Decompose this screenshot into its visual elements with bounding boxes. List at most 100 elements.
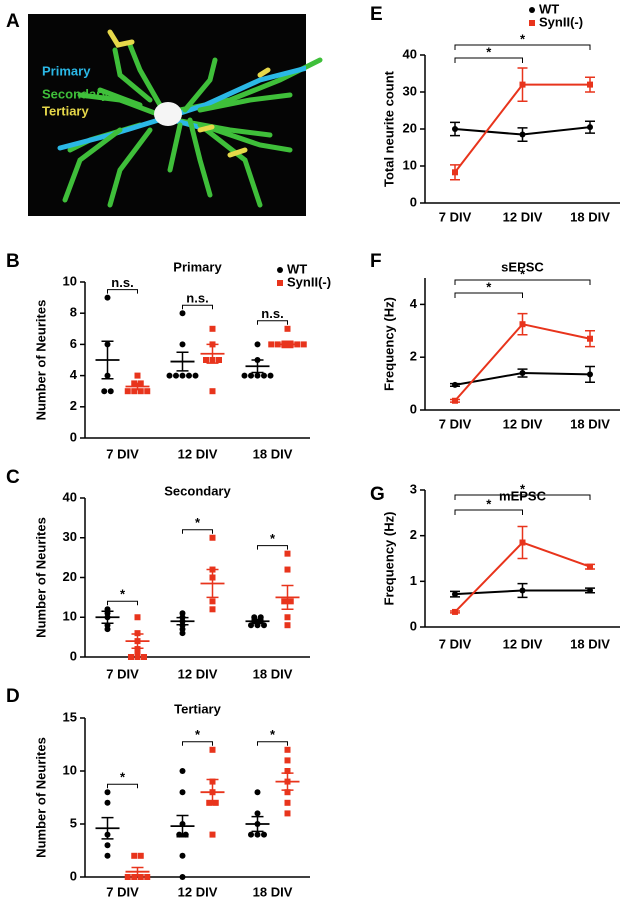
error-bar (176, 814, 189, 838)
point (134, 614, 141, 621)
point (144, 388, 151, 395)
point (104, 842, 111, 849)
point (209, 534, 216, 541)
point (179, 341, 186, 348)
significance-bracket (454, 509, 523, 515)
point (131, 874, 138, 880)
significance-bracket (182, 529, 213, 534)
significance-label: * (120, 770, 126, 785)
point (209, 831, 216, 838)
y-axis-label: Number of Neurites (33, 737, 48, 858)
point (284, 810, 291, 817)
image-label: Primary (42, 63, 91, 78)
x-tick-label: 18 DIV (570, 416, 610, 431)
error-bar (176, 351, 189, 372)
y-tick-label: 6 (70, 336, 77, 351)
y-tick-label: 8 (70, 305, 77, 320)
point (137, 388, 144, 395)
y-tick-label: 3 (410, 481, 417, 496)
point (131, 388, 138, 395)
image-label: Secondary (42, 86, 109, 101)
panel-letter: F (370, 251, 382, 272)
legend-marker (277, 267, 283, 273)
significance-label: * (486, 279, 492, 294)
point (284, 550, 291, 557)
y-tick-label: 1 (410, 573, 417, 588)
y-axis-label: Number of Neurites (33, 517, 48, 638)
x-tick-label: 12 DIV (178, 446, 218, 461)
x-tick-label: 18 DIV (570, 636, 610, 651)
point (206, 799, 213, 806)
significance-label: * (270, 531, 276, 546)
point (134, 372, 141, 379)
point (587, 81, 593, 88)
point (101, 388, 108, 395)
significance-bracket (454, 279, 591, 285)
point (587, 587, 593, 594)
y-tick-label: 20 (403, 120, 417, 135)
significance-bracket (107, 783, 138, 789)
x-tick-label: 7 DIV (106, 884, 139, 899)
legend-marker (277, 280, 283, 286)
y-tick-label: 40 (63, 489, 77, 504)
point (248, 372, 254, 379)
point (179, 310, 186, 317)
y-tick-label: 10 (63, 762, 77, 777)
significance-label: * (270, 727, 276, 742)
point (452, 397, 458, 404)
point (254, 810, 261, 817)
significance-bracket (454, 44, 591, 50)
x-tick-label: 18 DIV (253, 446, 293, 461)
point (186, 372, 192, 379)
panel-a-image (28, 14, 323, 216)
y-tick-label: 10 (63, 609, 77, 624)
significance-bracket (257, 741, 288, 746)
point (179, 874, 186, 880)
x-tick-label: 12 DIV (178, 666, 218, 681)
point (134, 654, 141, 660)
significance-bracket (107, 289, 138, 294)
point (452, 169, 458, 176)
x-tick-label: 7 DIV (439, 416, 472, 431)
point (267, 372, 274, 379)
y-tick-label: 30 (63, 529, 77, 544)
legend-label: SynII(-) (539, 14, 583, 29)
point (519, 321, 526, 328)
error-bar (176, 616, 189, 626)
y-tick-label: 5 (70, 815, 77, 830)
point (300, 341, 307, 348)
error-bar (281, 340, 294, 349)
point (134, 630, 141, 637)
error-bar (251, 359, 264, 374)
point (212, 799, 219, 806)
y-tick-label: 2 (410, 527, 417, 542)
point (104, 852, 111, 859)
point (281, 598, 288, 605)
point (173, 372, 179, 379)
chart-title: Secondary (164, 483, 231, 498)
significance-bracket (257, 545, 288, 550)
point (137, 852, 144, 859)
x-tick-label: 7 DIV (439, 636, 472, 651)
y-tick-label: 2 (70, 398, 77, 413)
point (179, 372, 186, 379)
point (284, 566, 291, 573)
error-bar (101, 816, 114, 840)
point (254, 789, 261, 796)
significance-label: * (486, 496, 492, 511)
x-tick-label: 18 DIV (253, 884, 293, 899)
y-tick-label: 2 (410, 349, 417, 364)
error-bar (281, 584, 294, 611)
point (192, 372, 199, 379)
y-axis-label: Frequency (Hz) (381, 512, 396, 606)
significance-bracket (454, 494, 591, 500)
point (284, 622, 291, 629)
line (454, 323, 591, 402)
point (124, 388, 131, 395)
legend-label: WT (287, 261, 307, 276)
point (284, 757, 291, 764)
panel-letter: C (6, 467, 20, 488)
point (107, 388, 114, 395)
error-bar (101, 610, 114, 624)
